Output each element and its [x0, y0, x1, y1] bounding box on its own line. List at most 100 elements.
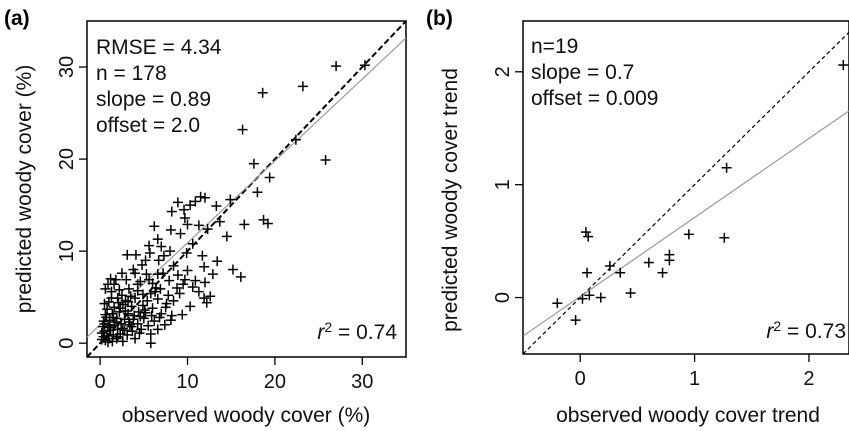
panel-b: (b) 0 1 2 0 1 2 n=19 slope = 0.7 offset = 0.… — [426, 7, 849, 427]
x-tick-label: 20 — [264, 371, 286, 393]
data-point — [257, 87, 268, 98]
data-point — [152, 294, 163, 305]
data-point — [197, 250, 208, 261]
panel-a-r2: r2 = 0.74 — [317, 319, 397, 344]
data-point — [657, 267, 668, 278]
data-point — [584, 290, 595, 301]
panel-a-stat-rmse: RMSE = 4.34 — [96, 36, 222, 59]
data-point — [580, 227, 591, 238]
data-point — [123, 296, 134, 307]
data-point — [604, 260, 615, 271]
data-point — [207, 269, 218, 280]
data-point — [116, 290, 127, 301]
data-point — [112, 331, 123, 342]
x-tick-label: 0 — [95, 371, 106, 393]
data-point — [195, 191, 206, 202]
data-point — [100, 283, 111, 294]
data-point — [172, 282, 183, 293]
data-point — [179, 204, 190, 215]
data-point — [181, 247, 192, 258]
data-point — [235, 271, 246, 282]
data-point — [107, 336, 118, 347]
data-point — [158, 268, 169, 279]
data-point — [149, 316, 160, 327]
data-point — [248, 158, 259, 169]
data-point — [664, 255, 675, 266]
data-point — [144, 247, 155, 258]
data-point — [132, 279, 143, 290]
data-point — [139, 305, 150, 316]
data-point — [199, 277, 210, 288]
data-point — [159, 319, 170, 330]
x-tick-label: 2 — [803, 368, 814, 390]
data-point — [595, 292, 606, 303]
panel-a-lines — [87, 21, 406, 357]
panel-b-plot-frame — [522, 20, 849, 355]
data-point — [128, 264, 139, 275]
data-point — [199, 192, 210, 203]
data-point — [120, 305, 131, 316]
data-point — [122, 329, 133, 340]
data-point — [155, 283, 166, 294]
data-point — [190, 275, 201, 286]
data-point — [583, 231, 594, 242]
data-point — [140, 255, 151, 266]
panel-b-lines — [523, 31, 849, 354]
x-tick-label: 1 — [689, 368, 700, 390]
panel-b-r2-sup: 2 — [773, 318, 781, 334]
data-point — [297, 81, 308, 92]
data-point — [205, 291, 216, 302]
panel-a-stats: RMSE = 4.34 n = 178 slope = 0.89 offset … — [96, 36, 222, 137]
data-point — [102, 304, 113, 315]
panel-a-label: (a) — [4, 7, 30, 30]
data-point — [165, 315, 176, 326]
data-point — [145, 288, 156, 299]
data-point — [211, 201, 222, 212]
panel-b-x-ticks: 0 1 2 — [575, 354, 815, 390]
data-point — [152, 234, 163, 245]
data-point — [154, 312, 165, 323]
data-point — [237, 124, 248, 135]
panel-b-stat-n: n=19 — [531, 35, 578, 58]
panel-b-xlabel: observed woody cover trend — [556, 404, 820, 427]
data-point — [193, 220, 204, 231]
data-point — [149, 221, 160, 232]
data-point — [141, 269, 152, 280]
data-point — [202, 224, 213, 235]
panel-b-points — [552, 60, 849, 326]
data-point — [114, 284, 125, 295]
data-point — [168, 295, 179, 306]
data-point — [105, 273, 116, 284]
panel-a-y-ticks: 0 10 20 30 — [56, 56, 87, 349]
data-point — [134, 328, 145, 339]
data-point — [331, 61, 342, 72]
panel-a-r2-value: = 0.74 — [332, 321, 397, 344]
data-point — [152, 269, 163, 280]
data-point — [121, 274, 132, 285]
data-point — [144, 274, 155, 285]
data-point — [158, 250, 169, 261]
data-point — [102, 337, 113, 348]
y-tick-label: 0 — [492, 292, 514, 303]
data-point — [145, 328, 156, 339]
data-point — [116, 318, 127, 329]
data-point — [161, 298, 172, 309]
data-point — [153, 255, 164, 266]
data-point — [174, 288, 185, 299]
regression-line — [87, 37, 406, 338]
data-point — [147, 303, 158, 314]
panel-a-r2-sup: 2 — [324, 319, 332, 335]
data-point — [110, 274, 121, 285]
data-point — [126, 321, 137, 332]
data-point — [838, 60, 849, 71]
panel-b-r2: r2 = 0.73 — [766, 318, 846, 343]
panel-a-points — [96, 60, 370, 349]
data-point — [163, 290, 174, 301]
data-point — [166, 310, 177, 321]
data-point — [151, 282, 162, 293]
data-point — [214, 216, 225, 227]
data-point — [137, 289, 148, 300]
data-point — [135, 311, 146, 322]
data-point — [193, 286, 204, 297]
data-point — [168, 260, 179, 271]
